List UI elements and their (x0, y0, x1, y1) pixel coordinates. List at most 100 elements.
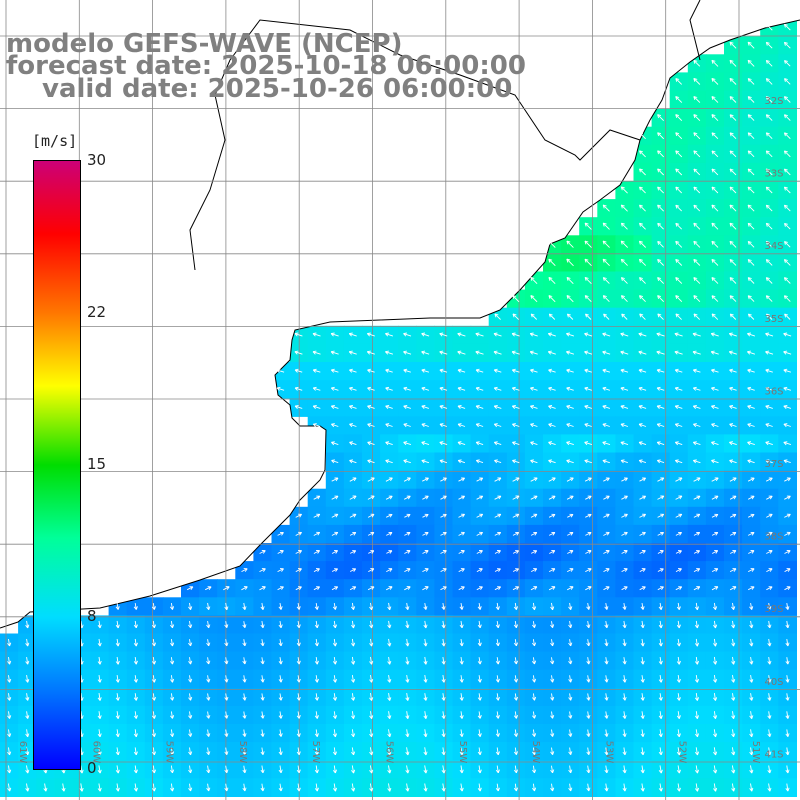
wind-arrow (620, 368, 629, 373)
wind-arrow (747, 41, 755, 49)
wind-arrow (675, 222, 683, 230)
longitude-label: 56W (384, 741, 395, 764)
wind-arrow (494, 477, 502, 482)
wind-arrow (494, 495, 502, 500)
wind-arrow (620, 386, 629, 391)
wind-arrow (511, 368, 520, 373)
wind-arrow (674, 386, 683, 391)
wind-arrow (729, 240, 737, 248)
wind-arrow (783, 423, 791, 428)
wind-arrow (711, 459, 719, 464)
wind-arrow (711, 313, 719, 320)
wind-arrow (512, 313, 520, 320)
wind-arrow (566, 423, 574, 428)
wind-arrow (675, 204, 683, 212)
wind-arrow (330, 350, 339, 355)
wind-arrow (656, 368, 665, 373)
wind-arrow (747, 222, 755, 230)
wind-arrow (385, 441, 393, 446)
wind-arrow (693, 222, 701, 230)
wind-arrow (385, 423, 393, 428)
wind-arrow (766, 313, 773, 320)
wind-arrow (693, 96, 701, 103)
wind-arrow (584, 477, 592, 482)
wind-arrow (548, 459, 556, 464)
wind-arrow (729, 96, 737, 103)
wind-arrow (548, 477, 556, 482)
wind-arrows (7, 23, 792, 792)
wind-arrow (494, 459, 502, 464)
wind-arrow (349, 495, 357, 500)
wind-arrow (765, 41, 773, 49)
land-area (0, 0, 800, 628)
wind-arrow (331, 495, 339, 500)
wind-arrow (439, 332, 448, 337)
wind-arrow (747, 477, 755, 482)
wind-arrow (674, 459, 683, 464)
wind-arrow (294, 332, 303, 337)
wind-arrow (638, 405, 647, 410)
wind-arrow (747, 186, 755, 194)
wind-arrow (548, 276, 556, 285)
wind-arrow (566, 368, 574, 373)
wind-arrow (530, 459, 538, 464)
wind-arrow (711, 423, 719, 428)
wind-arrow (602, 350, 611, 355)
wind-arrow (783, 259, 791, 266)
wind-arrow (692, 350, 701, 355)
wind-arrow (547, 350, 556, 355)
latitude-label: 41S (764, 749, 783, 760)
wind-arrow (403, 495, 411, 500)
wind-arrow (783, 405, 792, 410)
wind-arrow (566, 405, 574, 410)
wind-arrow (602, 240, 610, 248)
wind-arrow (765, 23, 773, 31)
wind-arrow (765, 423, 773, 428)
wind-arrow (657, 222, 664, 230)
wind-arrow (584, 276, 592, 285)
wind-arrow (639, 186, 646, 194)
wind-arrow (312, 332, 321, 337)
wind-arrow (548, 495, 556, 500)
wind-arrow (693, 186, 701, 194)
wind-arrow (766, 495, 773, 500)
wind-arrow (710, 350, 719, 355)
wind-arrow (584, 423, 592, 428)
wind-arrow (711, 150, 719, 158)
wind-arrow (421, 368, 430, 373)
wind-arrow (711, 386, 719, 391)
wind-arrow (638, 258, 647, 266)
wind-arrow (639, 295, 646, 303)
wind-arrow (657, 204, 665, 212)
wind-arrow (747, 132, 755, 140)
wind-arrow (566, 386, 574, 391)
wind-arrow (475, 368, 484, 373)
wind-arrow (403, 441, 412, 446)
wind-arrow (330, 332, 339, 337)
wind-arrow (693, 132, 701, 140)
wind-arrow (403, 423, 411, 428)
wind-arrow (638, 368, 647, 373)
wind-arrow (638, 386, 647, 391)
wind-arrow (566, 477, 574, 482)
wind-arrow (638, 441, 647, 446)
wind-arrow (675, 258, 683, 266)
wind-arrow (367, 495, 375, 500)
wind-arrow (331, 423, 339, 428)
wind-arrow (747, 240, 755, 248)
wind-arrow (584, 258, 592, 267)
wind-arrow (349, 441, 357, 446)
wind-arrow (747, 459, 755, 464)
wind-arrow (711, 222, 719, 230)
wind-arrow (729, 295, 737, 302)
wind-arrow (711, 240, 719, 248)
wind-arrow (638, 423, 647, 428)
wind-arrow (330, 405, 339, 410)
wind-arrow (620, 277, 628, 284)
wind-arrow (439, 441, 448, 446)
wind-arrow (602, 332, 611, 337)
wind-arrow (783, 168, 791, 176)
wind-arrow (729, 441, 737, 446)
